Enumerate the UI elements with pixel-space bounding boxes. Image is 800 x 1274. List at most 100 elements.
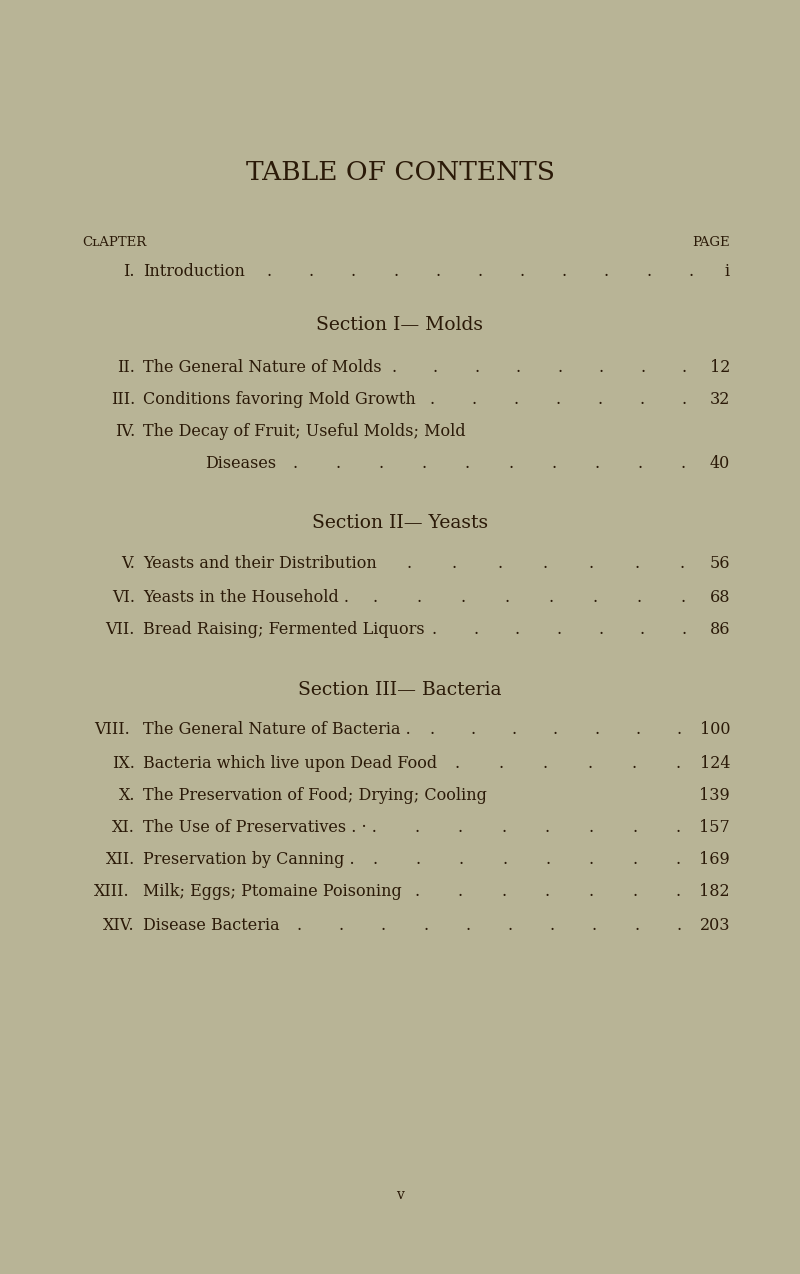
Text: 56: 56 <box>710 555 730 572</box>
Text: .: . <box>429 721 434 739</box>
Text: Bread Raising; Fermented Liquors: Bread Raising; Fermented Liquors <box>143 620 425 637</box>
Text: .: . <box>593 589 598 605</box>
Text: Conditions favoring Mold Growth: Conditions favoring Mold Growth <box>143 391 416 408</box>
Text: .: . <box>646 262 651 279</box>
Text: .: . <box>676 916 682 934</box>
Text: .: . <box>589 819 594 837</box>
Text: .: . <box>512 721 517 739</box>
Text: II.: II. <box>117 358 135 376</box>
Text: .: . <box>516 358 521 376</box>
Text: .: . <box>431 620 437 637</box>
Text: XI.: XI. <box>112 819 135 837</box>
Text: The General Nature of Molds: The General Nature of Molds <box>143 358 382 376</box>
Text: The General Nature of Bacteria .: The General Nature of Bacteria . <box>143 721 410 739</box>
Text: Section III— Bacteria: Section III— Bacteria <box>298 682 502 699</box>
Text: 124: 124 <box>699 754 730 772</box>
Text: .: . <box>520 262 525 279</box>
Text: .: . <box>502 883 506 901</box>
Text: .: . <box>372 851 378 869</box>
Text: .: . <box>373 589 378 605</box>
Text: 86: 86 <box>710 620 730 637</box>
Text: PAGE: PAGE <box>692 237 730 250</box>
Text: .: . <box>550 916 555 934</box>
Text: .: . <box>393 262 398 279</box>
Text: X.: X. <box>118 786 135 804</box>
Text: .: . <box>589 555 594 572</box>
Text: .: . <box>335 456 340 473</box>
Text: v: v <box>396 1187 404 1201</box>
Text: .: . <box>682 620 686 637</box>
Text: .: . <box>553 721 558 739</box>
Text: XIII.: XIII. <box>94 883 130 901</box>
Text: .: . <box>546 851 550 869</box>
Text: .: . <box>391 358 396 376</box>
Text: .: . <box>502 851 507 869</box>
Text: .: . <box>598 358 604 376</box>
Text: .: . <box>381 916 386 934</box>
Text: .: . <box>676 819 681 837</box>
Text: .: . <box>638 456 642 473</box>
Text: Preservation by Canning .: Preservation by Canning . <box>143 851 354 869</box>
Text: The Decay of Fruit; Useful Molds; Mold: The Decay of Fruit; Useful Molds; Mold <box>143 423 466 441</box>
Text: .: . <box>471 391 477 408</box>
Text: .: . <box>557 358 562 376</box>
Text: i: i <box>725 262 730 279</box>
Text: .: . <box>309 262 314 279</box>
Text: XIV.: XIV. <box>103 916 135 934</box>
Text: .: . <box>422 456 426 473</box>
Text: 100: 100 <box>699 721 730 739</box>
Text: 68: 68 <box>710 589 730 605</box>
Text: .: . <box>681 589 686 605</box>
Text: .: . <box>498 754 504 772</box>
Text: .: . <box>545 819 550 837</box>
Text: .: . <box>430 391 434 408</box>
Text: Introduction: Introduction <box>143 262 245 279</box>
Text: .: . <box>632 883 638 901</box>
Text: Milk; Eggs; Ptomaine Poisoning: Milk; Eggs; Ptomaine Poisoning <box>143 883 402 901</box>
Text: .: . <box>514 391 518 408</box>
Text: .: . <box>557 620 562 637</box>
Text: .: . <box>454 754 460 772</box>
Text: 12: 12 <box>710 358 730 376</box>
Text: .: . <box>589 851 594 869</box>
Text: .: . <box>635 721 641 739</box>
Text: .: . <box>604 262 609 279</box>
Text: .: . <box>505 589 510 605</box>
Text: .: . <box>549 589 554 605</box>
Text: .: . <box>458 819 463 837</box>
Text: .: . <box>562 262 567 279</box>
Text: Diseases: Diseases <box>205 456 276 473</box>
Text: .: . <box>545 883 550 901</box>
Text: .: . <box>351 262 356 279</box>
Text: .: . <box>589 883 594 901</box>
Text: .: . <box>459 851 464 869</box>
Text: 169: 169 <box>699 851 730 869</box>
Text: .: . <box>414 883 419 901</box>
Text: 182: 182 <box>699 883 730 901</box>
Text: .: . <box>423 916 428 934</box>
Text: .: . <box>640 358 646 376</box>
Text: .: . <box>598 391 602 408</box>
Text: .: . <box>543 754 548 772</box>
Text: Yeasts and their Distribution: Yeasts and their Distribution <box>143 555 377 572</box>
Text: .: . <box>598 620 603 637</box>
Text: VI.: VI. <box>112 589 135 605</box>
Text: .: . <box>378 456 383 473</box>
Text: .: . <box>680 555 685 572</box>
Text: .: . <box>632 819 638 837</box>
Text: Yeasts in the Household .: Yeasts in the Household . <box>143 589 349 605</box>
Text: .: . <box>433 358 438 376</box>
Text: .: . <box>551 456 556 473</box>
Text: The Preservation of Food; Drying; Cooling: The Preservation of Food; Drying; Coolin… <box>143 786 487 804</box>
Text: .: . <box>458 883 463 901</box>
Text: .: . <box>681 456 686 473</box>
Text: VII.: VII. <box>106 620 135 637</box>
Text: .: . <box>508 456 513 473</box>
Text: .: . <box>594 721 599 739</box>
Text: .: . <box>688 262 694 279</box>
Text: .: . <box>634 916 639 934</box>
Text: .: . <box>594 456 599 473</box>
Text: .: . <box>414 819 419 837</box>
Text: .: . <box>675 754 681 772</box>
Text: .: . <box>297 916 302 934</box>
